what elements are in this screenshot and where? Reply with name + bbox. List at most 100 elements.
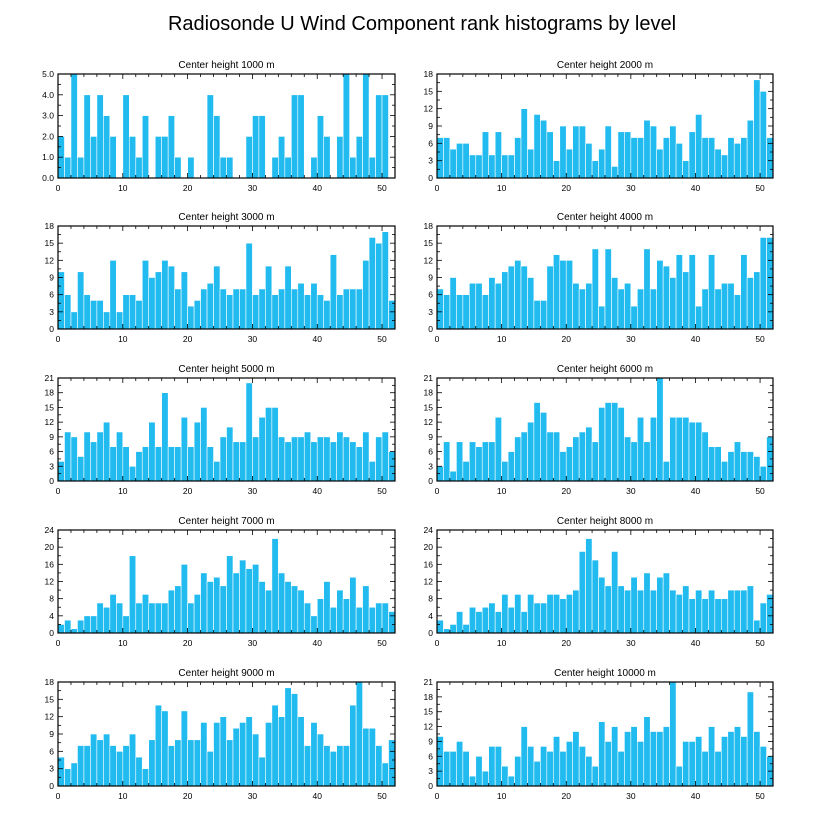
panel-7: Center height 7000 m 0 4 8 12 16 20 24 0 10 20 30 40…	[45, 516, 396, 648]
bar	[753, 456, 761, 482]
y-tick-label: 0	[49, 324, 54, 334]
bar	[488, 602, 496, 634]
bar	[219, 156, 227, 179]
bar	[540, 300, 548, 330]
bar	[572, 589, 580, 634]
x-tick-label: 0	[56, 486, 61, 496]
bar	[96, 602, 104, 634]
bar	[174, 446, 182, 482]
y-tick-label: 15	[424, 86, 434, 96]
y-tick-label: 3	[428, 461, 433, 471]
bar	[565, 741, 573, 787]
bar	[316, 733, 325, 787]
bar	[701, 598, 709, 634]
y-tick-label: 3	[49, 461, 54, 471]
bar	[329, 441, 337, 482]
y-tick-label: 12	[424, 255, 434, 265]
panel-10: Center height 10000 m 0 3 6 9 12 15 18 21 0 10 20 30…	[424, 668, 774, 801]
bar	[355, 681, 363, 787]
bar	[746, 691, 754, 787]
bar	[514, 755, 522, 787]
bar	[740, 589, 748, 634]
bar	[630, 305, 638, 330]
bar	[213, 265, 221, 330]
bar	[585, 755, 593, 787]
bar	[721, 282, 729, 330]
y-tick-label: 6	[428, 290, 433, 300]
bar	[501, 271, 509, 330]
bar	[585, 426, 593, 482]
bar	[167, 115, 175, 179]
bar	[675, 143, 683, 179]
bar	[336, 745, 344, 787]
bar	[540, 119, 548, 179]
bar	[501, 594, 509, 634]
bar	[533, 114, 541, 179]
bar	[368, 156, 376, 179]
y-tick-label: 2.0	[42, 131, 54, 141]
bar	[368, 461, 376, 482]
bar	[533, 300, 541, 330]
bar	[456, 611, 464, 634]
bar	[695, 736, 703, 787]
bar	[766, 237, 774, 330]
bar	[759, 91, 767, 179]
bar	[193, 421, 201, 482]
bar	[456, 441, 464, 482]
y-tick-label: 3	[428, 766, 433, 776]
panel-title: Center height 1000 m	[178, 60, 274, 71]
bar	[70, 436, 78, 482]
bar	[77, 619, 85, 634]
bar	[128, 555, 137, 634]
bar	[310, 156, 318, 179]
x-tick-label: 30	[248, 334, 258, 344]
bar	[507, 775, 515, 787]
bar	[469, 775, 477, 787]
bar	[494, 131, 502, 179]
bar	[109, 446, 117, 482]
bar	[533, 402, 541, 482]
bar	[753, 619, 761, 634]
panel-5: Center height 5000 m 0 3 6 9 12 15 18 21 0 10 20 30 4…	[45, 364, 396, 496]
bar	[206, 94, 214, 179]
bar	[180, 416, 188, 482]
bar	[688, 131, 696, 179]
bar	[303, 294, 312, 330]
bar	[559, 598, 567, 634]
bar	[187, 602, 195, 634]
y-tick-label: 15	[424, 238, 434, 248]
bar	[77, 271, 85, 330]
bar	[475, 611, 483, 634]
bar	[546, 751, 554, 787]
bar	[180, 564, 188, 634]
bar	[733, 143, 741, 179]
bar	[714, 751, 722, 787]
bar	[128, 136, 137, 179]
bar	[187, 739, 195, 787]
bar	[180, 271, 188, 330]
bar	[546, 431, 554, 482]
bar	[462, 624, 470, 634]
bar	[475, 154, 483, 179]
bar	[122, 94, 130, 179]
bar	[271, 156, 279, 179]
x-tick-label: 20	[183, 791, 193, 801]
bar	[109, 136, 117, 179]
bar	[103, 115, 111, 179]
x-tick-label: 50	[377, 791, 387, 801]
bar	[265, 265, 273, 330]
bar	[161, 392, 169, 482]
bar	[643, 716, 651, 787]
bar	[708, 446, 716, 482]
y-tick-label: 15	[45, 238, 55, 248]
bar	[520, 431, 528, 482]
y-tick-label: 0.0	[42, 173, 54, 183]
x-tick-label: 40	[312, 638, 322, 648]
bar	[64, 619, 72, 634]
bar	[520, 108, 528, 179]
bar	[349, 576, 357, 634]
bar	[316, 436, 325, 482]
bar	[494, 746, 502, 787]
bar	[682, 585, 690, 634]
